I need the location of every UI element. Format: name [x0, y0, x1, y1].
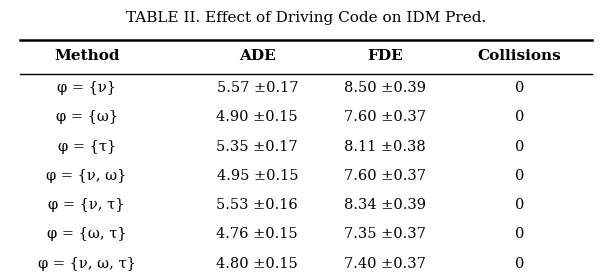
Text: 5.53 ±0.16: 5.53 ±0.16 [217, 198, 298, 212]
Text: 0: 0 [515, 140, 524, 154]
Text: Collisions: Collisions [477, 49, 561, 63]
Text: 0: 0 [515, 257, 524, 270]
Text: φ = {ν, ω, τ}: φ = {ν, ω, τ} [38, 257, 136, 270]
Text: 0: 0 [515, 110, 524, 124]
Text: 0: 0 [515, 198, 524, 212]
Text: 0: 0 [515, 169, 524, 183]
Text: 8.34 ±0.39: 8.34 ±0.39 [344, 198, 426, 212]
Text: 4.76 ±0.15: 4.76 ±0.15 [217, 227, 298, 242]
Text: TABLE II. Effect of Driving Code on IDM Pred.: TABLE II. Effect of Driving Code on IDM … [126, 11, 486, 25]
Text: 7.60 ±0.37: 7.60 ±0.37 [344, 169, 426, 183]
Text: 7.35 ±0.37: 7.35 ±0.37 [345, 227, 426, 242]
Text: 4.80 ±0.15: 4.80 ±0.15 [217, 257, 298, 270]
Text: 4.90 ±0.15: 4.90 ±0.15 [217, 110, 298, 124]
Text: 4.95 ±0.15: 4.95 ±0.15 [217, 169, 298, 183]
Text: Method: Method [54, 49, 119, 63]
Text: 5.35 ±0.17: 5.35 ±0.17 [217, 140, 298, 154]
Text: φ = {ω, τ}: φ = {ω, τ} [47, 227, 127, 242]
Text: φ = {ω}: φ = {ω} [56, 110, 118, 124]
Text: φ = {ν}: φ = {ν} [57, 81, 116, 95]
Text: 7.40 ±0.37: 7.40 ±0.37 [345, 257, 426, 270]
Text: 8.50 ±0.39: 8.50 ±0.39 [344, 81, 426, 95]
Text: 7.60 ±0.37: 7.60 ±0.37 [344, 110, 426, 124]
Text: 8.11 ±0.38: 8.11 ±0.38 [345, 140, 426, 154]
Text: φ = {ν, τ}: φ = {ν, τ} [48, 198, 125, 212]
Text: 5.57 ±0.17: 5.57 ±0.17 [217, 81, 298, 95]
Text: φ = {τ}: φ = {τ} [58, 140, 116, 154]
Text: 0: 0 [515, 81, 524, 95]
Text: ADE: ADE [239, 49, 275, 63]
Text: FDE: FDE [367, 49, 403, 63]
Text: φ = {ν, ω}: φ = {ν, ω} [47, 169, 127, 183]
Text: 0: 0 [515, 227, 524, 242]
